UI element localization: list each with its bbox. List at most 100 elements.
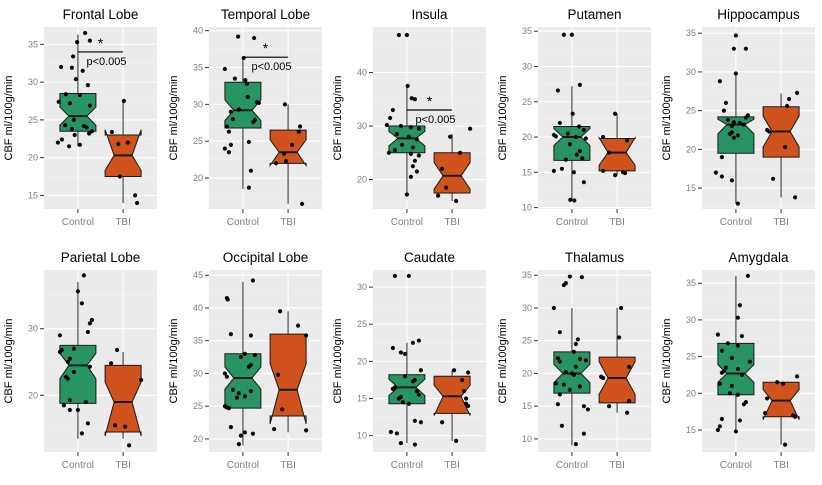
data-point [573,442,578,447]
data-point [567,142,572,147]
y-tick-label: 10 [357,431,367,441]
data-point [228,142,233,147]
y-axis-label: CBF ml/100g/min [497,319,509,404]
data-point [400,400,405,405]
data-point [71,54,76,59]
data-point [783,442,788,447]
data-point [745,273,750,278]
data-point [416,153,421,158]
y-tick-label: 15 [521,167,531,177]
data-point [729,124,734,129]
x-category-label: TBI [609,460,625,471]
data-point [69,126,74,132]
data-point [410,164,415,169]
data-point [713,170,718,175]
data-point [398,350,403,355]
data-point [466,370,471,375]
data-point [402,374,407,379]
data-point [781,381,786,386]
y-axis-label: CBF ml/100g/min [168,319,180,404]
data-point [569,32,574,37]
boxplot-svg-amygdala: 15 20 25 30 35 Control TBI Amygdala CBF ml/100g/… [661,250,815,471]
data-point [392,273,397,279]
panel-hippocampus: 15 20 25 30 35 Control TBI Hippocampus CBF ml/10… [658,0,822,242]
data-point [248,389,253,394]
data-point [577,149,582,154]
panel-title: Amygdala [728,250,789,265]
data-point [246,364,251,369]
data-point [733,71,738,76]
data-point [416,392,421,397]
data-point [570,111,575,116]
boxplot-svg-temporal-lobe: 20 25 30 35 40 * p<0.005 Control TBI Temporal Lob… [168,7,322,228]
plot-background [44,270,157,452]
data-point [71,346,76,351]
data-point [400,142,405,147]
data-point [600,168,605,174]
y-tick-label: 35 [686,278,696,288]
data-point [577,384,582,389]
data-point [386,150,391,155]
data-point [571,198,576,203]
plot-background [537,27,651,209]
data-point [396,396,401,401]
data-point [87,103,92,108]
data-point [454,438,459,443]
data-point [81,273,86,278]
data-point [553,381,558,386]
y-tick-label: 30 [521,303,531,313]
data-point [567,274,572,279]
data-point [551,168,556,174]
data-point [733,33,738,38]
data-point [275,372,280,377]
data-point [626,398,631,404]
data-point [771,176,776,181]
data-point [737,303,742,308]
data-point [412,97,417,102]
y-axis-label: CBF ml/100g/min [497,76,509,161]
panel-title: Parietal Lobe [61,250,141,265]
data-point [80,68,85,73]
data-point [416,126,421,131]
data-point [127,443,132,448]
data-point [242,394,247,399]
data-point [793,414,798,419]
data-point [606,150,611,155]
data-point [414,169,419,174]
data-point [795,90,800,95]
y-tick-label: 20 [192,173,202,183]
data-point [795,374,800,379]
data-point [787,96,792,102]
data-point [230,117,235,122]
data-point [61,403,66,408]
data-point [581,431,586,436]
panel-amygdala: 15 20 25 30 35 Control TBI Amygdala CBF ml/100g/… [658,243,822,485]
significance-star: * [427,93,433,109]
data-point [571,349,576,354]
data-point [563,157,568,162]
data-point [406,134,411,139]
panel-title: Insula [411,7,448,22]
x-category-label: Control [391,217,423,228]
data-point [224,374,229,379]
data-point [135,200,140,206]
boxplot-svg-putamen: 10 15 20 25 30 35 Control TBI Putamen CBF ml/100g… [497,7,651,228]
data-point [573,341,578,347]
data-point [396,32,401,38]
y-tick-label: 25 [521,336,531,346]
data-point [394,131,399,137]
data-point [222,146,227,151]
data-point [56,99,61,104]
y-tick-label: 25 [192,401,202,411]
data-point [133,193,138,198]
data-point [577,356,582,362]
y-tick-label: 35 [521,270,531,280]
data-point [115,347,120,353]
panel-title: Frontal Lobe [63,7,139,22]
data-point [242,351,247,356]
data-point [87,131,92,136]
data-point [252,353,257,358]
y-tick-label: 20 [686,144,696,154]
data-point [561,282,566,288]
